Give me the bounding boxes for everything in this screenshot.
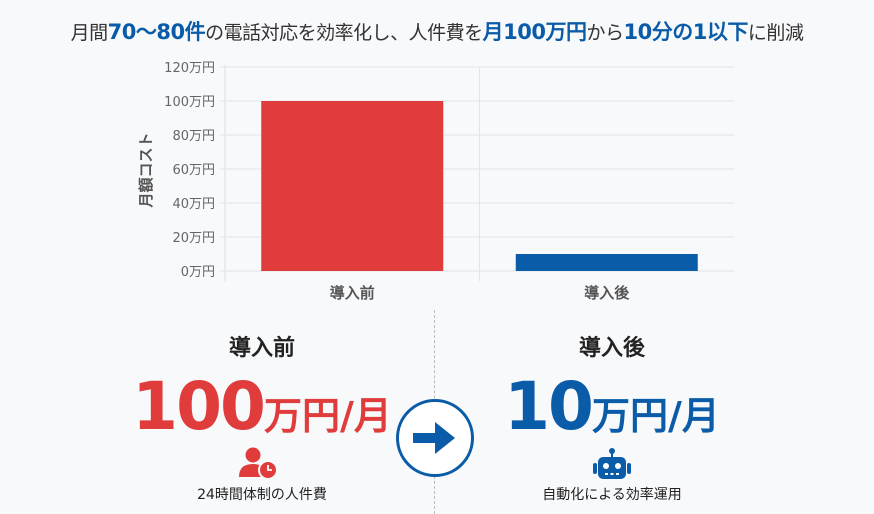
after-cost-unit: 万円/月 (591, 394, 720, 438)
before-cost-unit: 万円/月 (263, 394, 392, 438)
headline: 月間70〜80件の電話対応を効率化し、人件費を月100万円から10分の1以下に削… (0, 16, 874, 46)
bar-after (515, 254, 698, 271)
transition-arrow (396, 399, 474, 477)
y-tick-label: 100万円 (164, 95, 215, 110)
headline-highlight: 10分の1以下 (623, 20, 748, 44)
before-cost: 100万円/月 (82, 368, 442, 445)
person-clock-icon (239, 447, 278, 480)
y-axis-label: 月額コスト (137, 132, 155, 208)
after-cost: 10万円/月 (432, 368, 792, 445)
before-section: 導入前 (112, 330, 412, 362)
x-tick-label: 導入後 (584, 284, 630, 302)
headline-highlight: 月100万円 (482, 20, 587, 44)
robot-icon (593, 448, 631, 479)
headline-highlight: 70〜80件 (107, 20, 206, 44)
headline-part: の電話対応を効率化し、人件費を (205, 22, 483, 44)
x-tick-label: 導入前 (330, 284, 375, 302)
arrow-right-icon (413, 422, 455, 454)
y-tick-label: 0万円 (181, 265, 215, 280)
y-tick-label: 80万円 (172, 129, 215, 144)
bar-before (261, 101, 444, 271)
headline-part: 月間 (70, 22, 109, 44)
before-cost-number: 100 (132, 368, 266, 445)
after-section: 導入後 (462, 330, 762, 362)
headline-part: に削減 (747, 22, 804, 44)
y-tick-label: 40万円 (172, 197, 215, 212)
before-label: 導入前 (228, 336, 295, 361)
headline-part: から (586, 22, 624, 44)
after-label: 導入後 (578, 336, 645, 361)
y-tick-label: 60万円 (172, 163, 215, 178)
after-caption: 自動化による効率運用 (542, 487, 682, 503)
y-tick-label: 120万円 (164, 61, 215, 76)
before-caption: 24時間体制の人件費 (197, 487, 327, 503)
after-cost-number: 10 (504, 368, 594, 445)
y-tick-label: 20万円 (172, 231, 215, 246)
